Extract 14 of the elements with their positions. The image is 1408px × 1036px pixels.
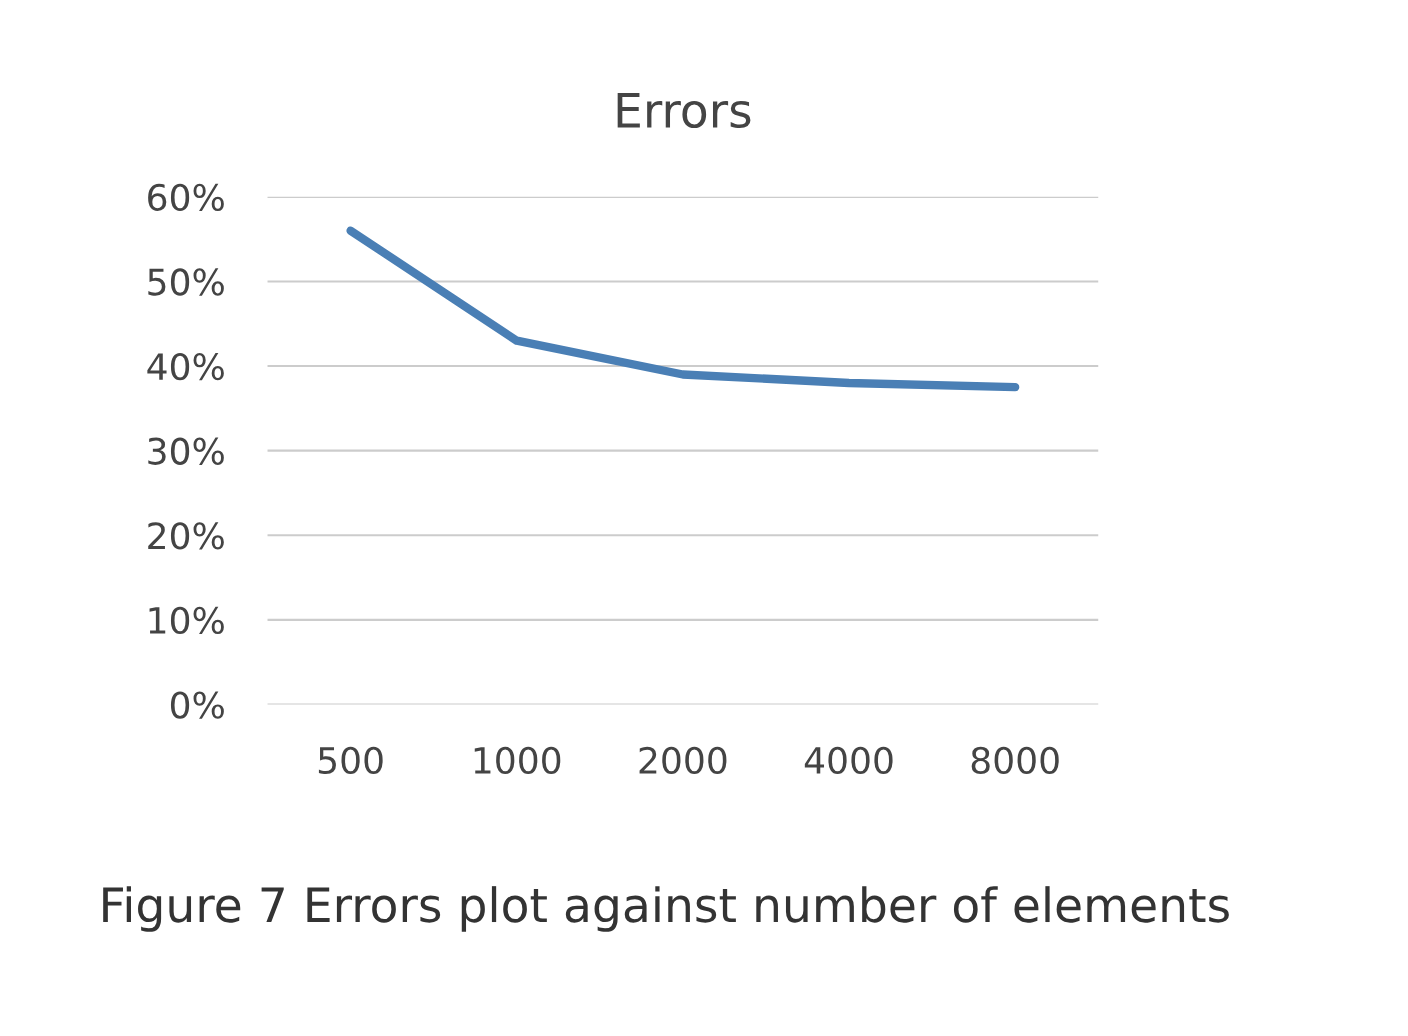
x-tick-label: 2000 xyxy=(639,746,727,775)
caption: Figure 7 Errors plot against number of elements xyxy=(103,886,1229,932)
x-tick-label: 500 xyxy=(318,746,383,775)
chart-title: Errors xyxy=(617,92,751,129)
x-tick-label: 1000 xyxy=(474,746,561,775)
x-tick-label: 8000 xyxy=(971,746,1059,775)
y-tick-label: 30% xyxy=(148,437,224,465)
y-tick-label: 20% xyxy=(148,522,224,550)
y-tick-label: 50% xyxy=(148,268,224,296)
y-tick-label: 60% xyxy=(148,183,224,212)
y-tick-label: 0% xyxy=(170,691,224,719)
x-tick-label: 4000 xyxy=(804,746,893,775)
y-tick-label: 40% xyxy=(147,352,224,381)
y-tick-label: 10% xyxy=(149,606,224,635)
